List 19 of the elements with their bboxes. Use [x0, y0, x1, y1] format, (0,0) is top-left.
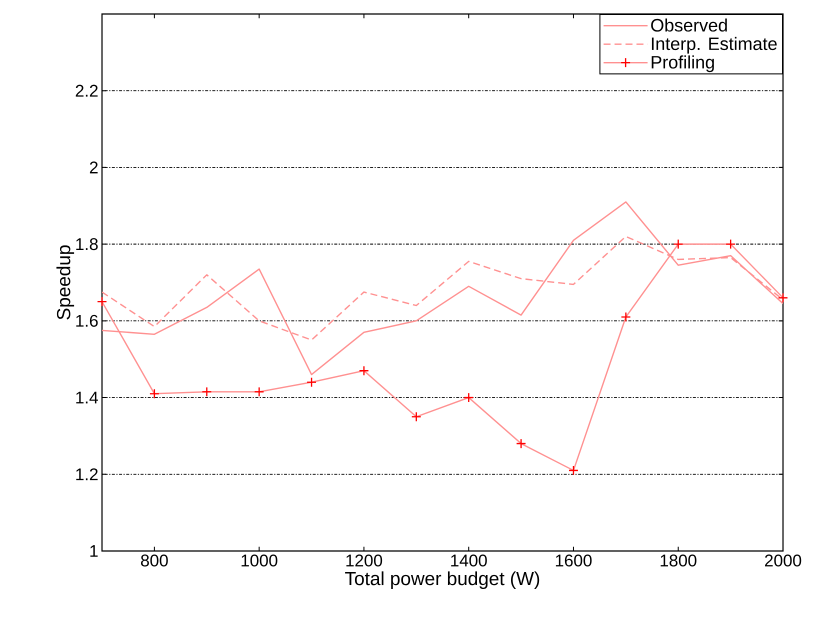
y-tick-label: 1.2 [76, 468, 98, 480]
x-axis-title: Total power budget (W) [345, 571, 540, 589]
y-tick-label: 2.2 [76, 84, 98, 97]
legend-label: Observed [651, 18, 727, 32]
legend-label: Interp. Estimate [652, 36, 777, 54]
x-tick-label: 1000 [242, 554, 278, 566]
x-tick-label: 1600 [556, 554, 592, 566]
y-tick-label: 1.8 [76, 238, 98, 250]
x-tick-label: 1200 [346, 554, 382, 566]
y-tick-label: 1 [90, 545, 98, 557]
y-tick-label: 1.6 [76, 314, 98, 327]
x-tick-label: 1800 [660, 554, 696, 566]
y-tick-label: 2 [90, 161, 98, 174]
x-tick-label: 1400 [451, 554, 487, 566]
y-tick-label: 1.4 [76, 392, 98, 404]
y-axis-title: Speedup [56, 245, 74, 320]
x-tick-label: 800 [141, 554, 168, 566]
x-tick-label: 2000 [765, 554, 802, 566]
legend-label: Profiling [652, 55, 714, 72]
